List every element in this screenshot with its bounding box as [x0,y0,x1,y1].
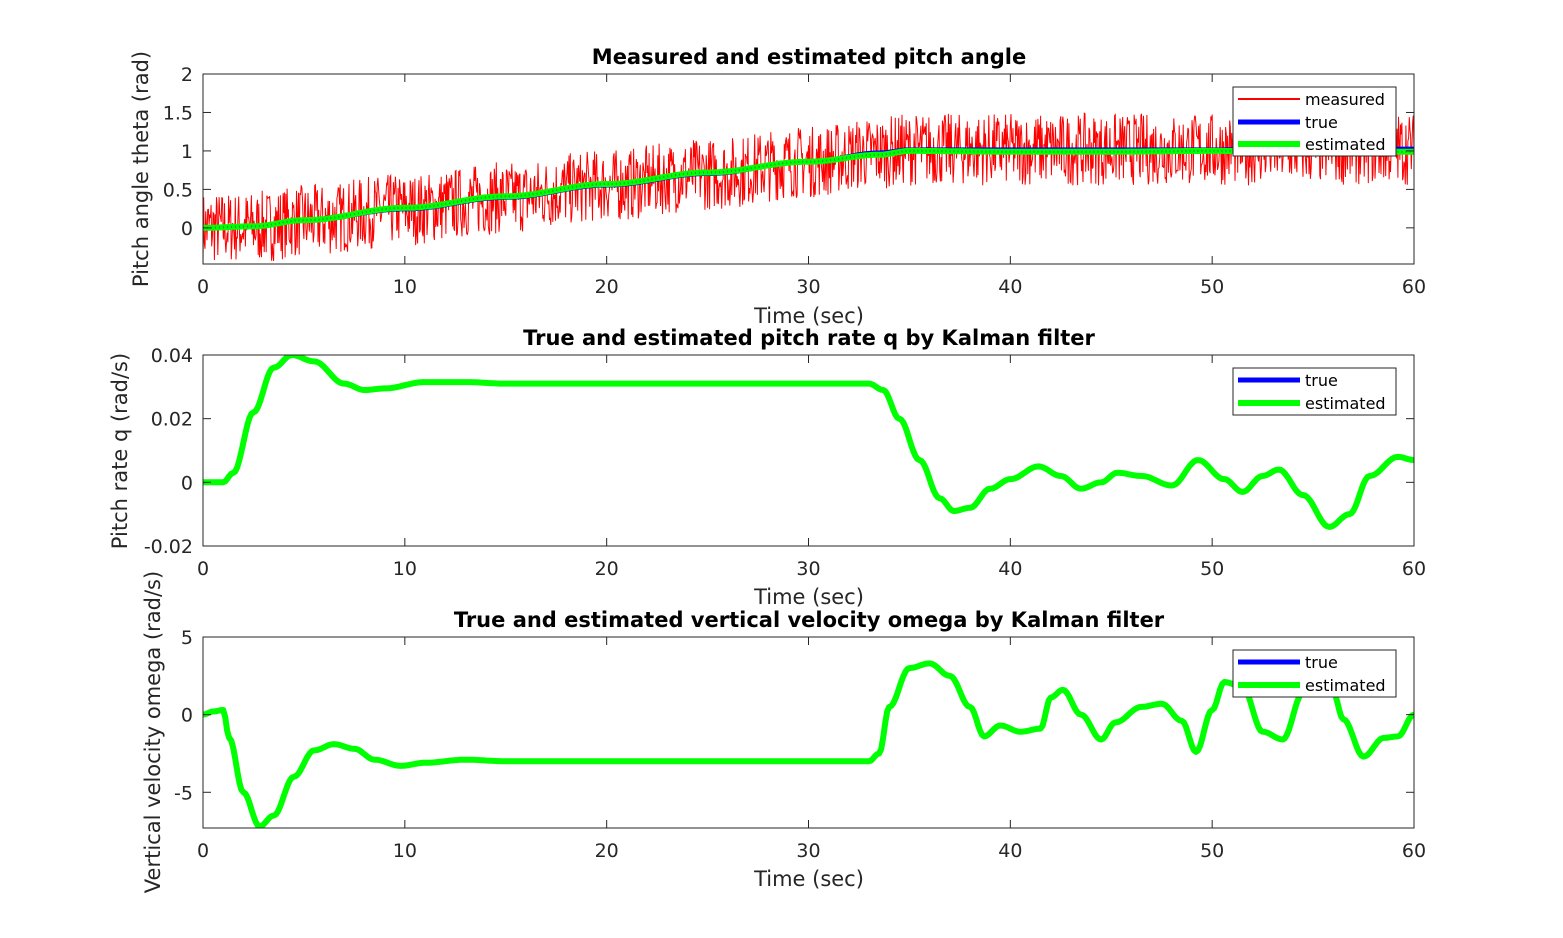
subplot-vertical-velocity: True and estimated vertical velocity ome… [141,571,1426,893]
axes-frame [202,73,1415,265]
y-tick-label: 0.04 [151,345,193,367]
ticks: 0 10 20 30 40 50 60 -5 0 5 [174,627,1426,862]
legend: true estimated [1232,649,1397,698]
chart-title: Measured and estimated pitch angle [592,45,1026,69]
legend: measured true estimated [1232,86,1397,157]
y-tick-label: 0.02 [151,409,193,431]
legend-label-estimated: estimated [1305,676,1386,695]
x-tick-label: 50 [1200,276,1224,298]
x-tick-label: 20 [595,840,619,862]
x-tick-label: 40 [998,558,1022,580]
x-tick-label: 10 [393,840,417,862]
x-tick-label: 20 [595,276,619,298]
x-tick-label: 60 [1402,276,1426,298]
legend-label-true: true [1305,371,1338,390]
legend-label-true: true [1305,653,1338,672]
x-tick-label: 60 [1402,840,1426,862]
x-tick-label: 50 [1200,558,1224,580]
y-tick-label: 1.5 [163,102,193,124]
plot-area [203,355,1414,530]
x-tick-label: 0 [197,276,209,298]
y-tick-label: -0.02 [144,536,193,558]
x-tick-label: 40 [998,276,1022,298]
y-tick-label: 1 [181,141,193,163]
series-group [203,660,1414,828]
x-tick-label: 10 [393,558,417,580]
series-line-estimated [203,355,1414,530]
x-axis-label: Time (sec) [753,867,864,891]
y-tick-label: 0.5 [163,179,193,201]
axes-frame [202,636,1415,829]
chart-title: True and estimated vertical velocity ome… [454,608,1165,632]
legend-box [1232,367,1397,416]
legend-label-true: true [1305,113,1338,132]
x-axis-label: Time (sec) [753,585,864,609]
x-tick-label: 20 [595,558,619,580]
x-tick-label: 0 [197,558,209,580]
legend: true estimated [1232,367,1397,416]
ticks: 0 10 20 30 40 50 60 0 0.5 1 1.5 2 [163,64,1426,298]
y-tick-label: 2 [181,64,193,86]
series-line-measured [203,112,1414,264]
y-tick-label: 0 [181,218,193,240]
chart-title: True and estimated pitch rate q by Kalma… [523,326,1095,350]
legend-label-measured: measured [1305,90,1385,109]
plot-area [203,660,1414,828]
subplot-pitch-rate: True and estimated pitch rate q by Kalma… [108,326,1426,609]
x-tick-label: 30 [796,276,820,298]
subplot-pitch-angle: Measured and estimated pitch angle 0 10 20… [129,45,1426,328]
series-group [203,112,1414,264]
x-tick-label: 0 [197,840,209,862]
x-tick-label: 60 [1402,558,1426,580]
y-tick-label: 0 [181,705,193,727]
legend-label-estimated: estimated [1305,394,1386,413]
x-tick-label: 30 [796,840,820,862]
plot-area [203,112,1414,264]
legend-label-estimated: estimated [1305,135,1386,154]
y-tick-label: 5 [181,627,193,649]
legend-box [1232,649,1397,698]
y-axis-label: Pitch rate q (rad/s) [108,353,132,549]
x-tick-label: 50 [1200,840,1224,862]
series-line-true [203,661,1414,828]
y-axis-label: Pitch angle theta (rad) [129,51,153,287]
series-line-estimated [203,660,1414,828]
x-axis-label: Time (sec) [753,304,864,328]
y-tick-label: -5 [174,782,193,804]
series-group [203,355,1414,530]
series-line-estimated [203,147,1414,231]
x-tick-label: 10 [393,276,417,298]
x-tick-label: 40 [998,840,1022,862]
x-tick-label: 30 [796,558,820,580]
y-tick-label: 0 [181,472,193,494]
y-axis-label: Vertical velocity omega (rad/s) [141,571,165,893]
